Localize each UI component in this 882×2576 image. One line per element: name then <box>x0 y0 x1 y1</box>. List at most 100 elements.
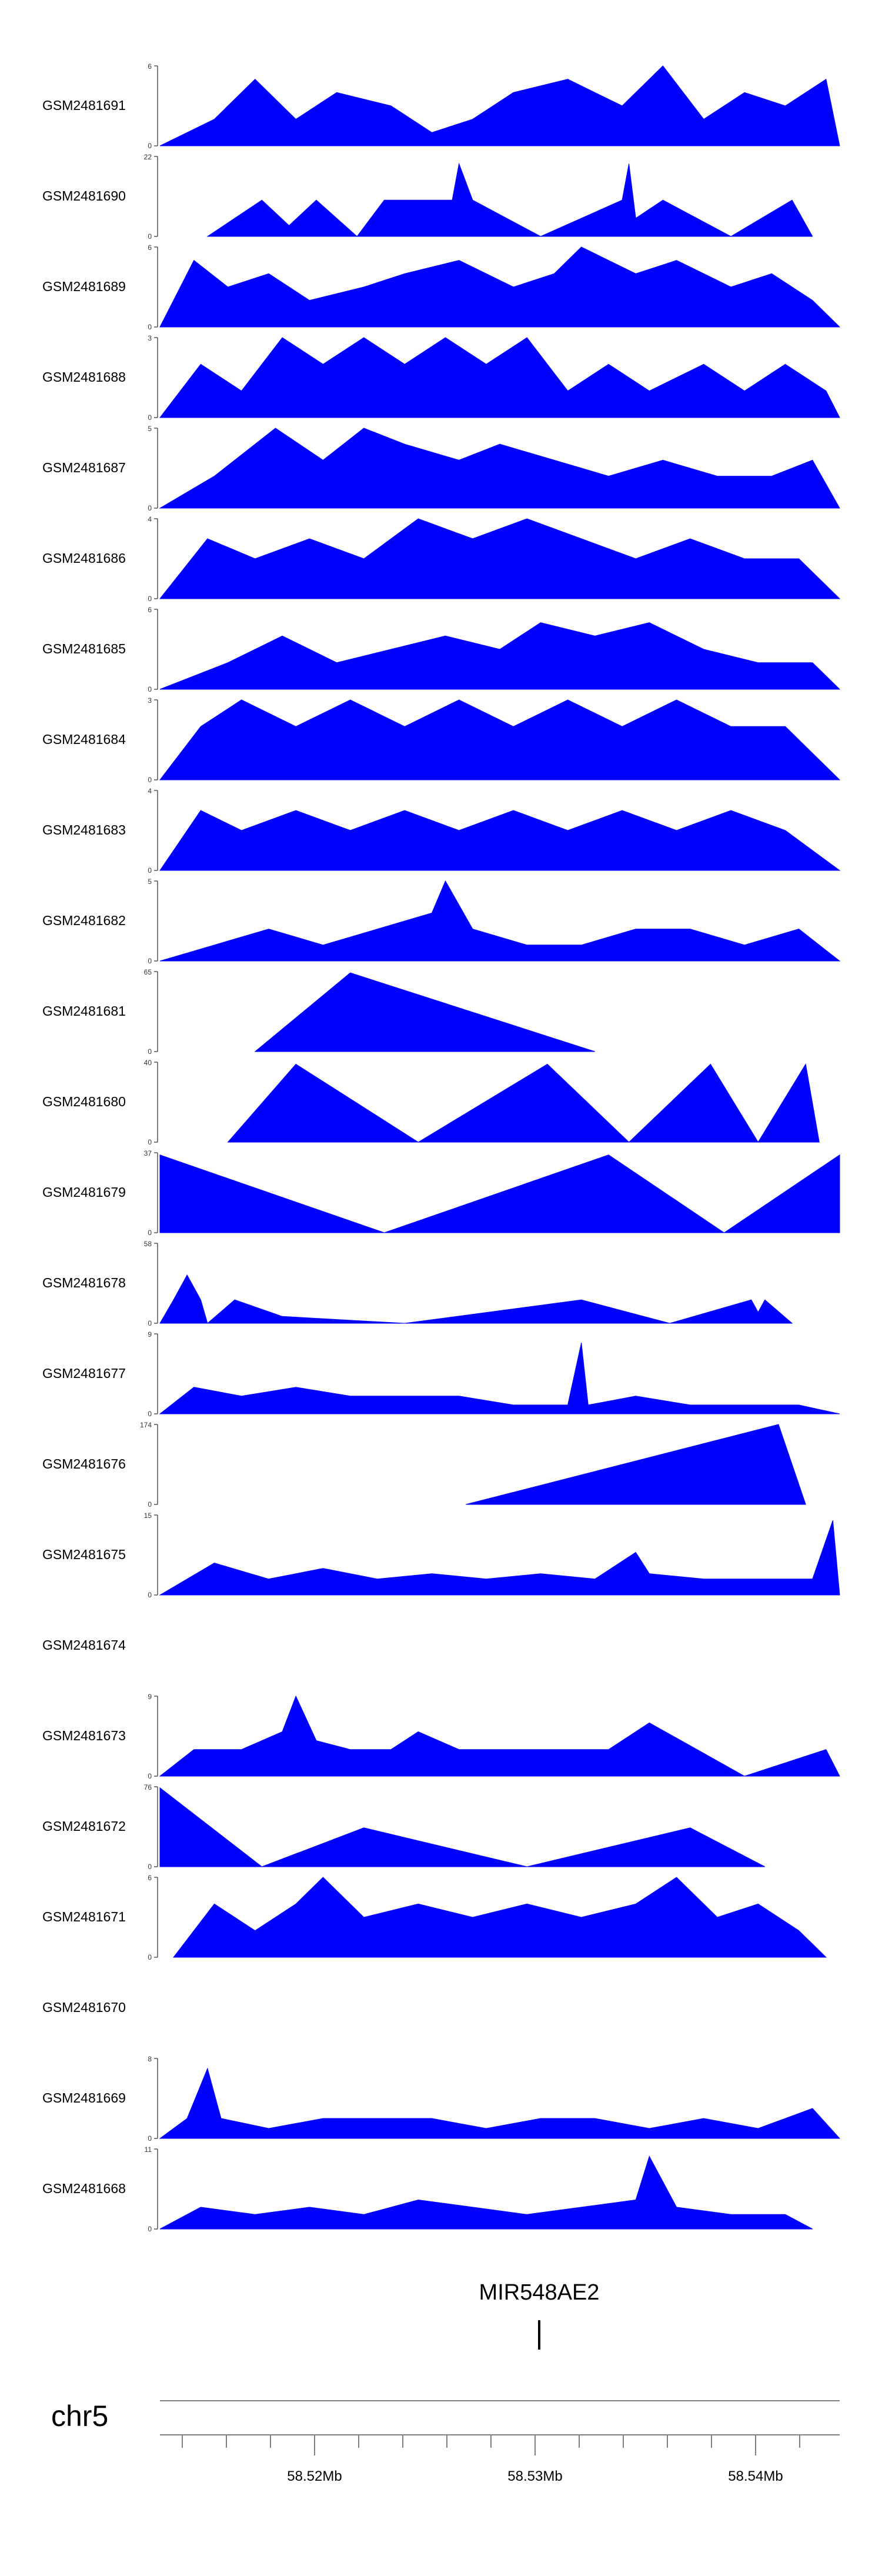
coverage-area <box>159 1787 766 1867</box>
y-max-label: 9 <box>148 1693 152 1701</box>
axis-tick-label: 58.52Mb <box>287 2468 342 2484</box>
coverage-area <box>466 1424 806 1505</box>
track-row: GSM2481668 11 0 <box>42 2145 813 2233</box>
track-row: GSM2481686 4 0 <box>42 515 841 603</box>
axis-tick-label: 58.53Mb <box>507 2468 562 2484</box>
y-max-label: 37 <box>144 1149 152 1157</box>
y-max-label: 174 <box>140 1421 152 1429</box>
coverage-area <box>159 518 841 599</box>
track-name: GSM2481687 <box>42 460 126 475</box>
y-min-label: 0 <box>148 504 152 512</box>
track-name: GSM2481685 <box>42 641 126 656</box>
track-name: GSM2481690 <box>42 188 126 203</box>
coverage-area <box>159 622 841 690</box>
axis-tick-label: 58.54Mb <box>728 2468 783 2484</box>
track-row: GSM2481674 <box>42 1637 126 1653</box>
track-name: GSM2481670 <box>42 2000 126 2015</box>
y-min-label: 0 <box>148 1319 152 1327</box>
track-name: GSM2481669 <box>42 2090 126 2105</box>
track-name: GSM2481684 <box>42 732 126 747</box>
y-min-label: 0 <box>148 1953 152 1961</box>
y-min-label: 0 <box>148 1591 152 1599</box>
y-max-label: 65 <box>144 968 152 976</box>
track-row: GSM2481689 6 0 <box>42 243 841 331</box>
track-name: GSM2481668 <box>42 2181 126 2196</box>
track-name: GSM2481683 <box>42 822 126 837</box>
track-row: GSM2481672 76 0 <box>42 1783 766 1871</box>
track-name: GSM2481688 <box>42 369 126 385</box>
coverage-area <box>159 1520 840 1596</box>
y-max-label: 9 <box>148 1330 152 1339</box>
coverage-area <box>159 880 841 962</box>
track-name: GSM2481673 <box>42 1728 126 1743</box>
y-min-label: 0 <box>148 1047 152 1056</box>
track-name: GSM2481676 <box>42 1456 126 1471</box>
y-min-label: 0 <box>148 2134 152 2143</box>
y-max-label: 6 <box>148 1874 152 1882</box>
y-max-label: 58 <box>144 1240 152 1248</box>
track-name: GSM2481691 <box>42 98 126 113</box>
y-max-label: 5 <box>148 877 152 886</box>
track-row: GSM2481671 6 0 <box>42 1874 827 1961</box>
track-name: GSM2481678 <box>42 1275 126 1290</box>
y-min-label: 0 <box>148 1500 152 1509</box>
y-max-label: 76 <box>144 1783 152 1791</box>
track-row: GSM2481685 6 0 <box>42 606 841 693</box>
y-max-label: 4 <box>148 787 152 795</box>
chromosome-label: chr5 <box>51 2400 108 2432</box>
y-min-label: 0 <box>148 323 152 331</box>
y-max-label: 6 <box>148 606 152 614</box>
track-name: GSM2481682 <box>42 913 126 928</box>
track-row: GSM2481687 5 0 <box>42 425 840 512</box>
track-name: GSM2481686 <box>42 550 126 566</box>
coverage-area <box>159 428 840 509</box>
y-min-label: 0 <box>148 1229 152 1237</box>
y-min-label: 0 <box>148 866 152 875</box>
y-min-label: 0 <box>148 595 152 603</box>
y-max-label: 22 <box>144 153 152 161</box>
coverage-area <box>159 699 841 780</box>
y-min-label: 0 <box>148 1863 152 1871</box>
track-row: GSM2481691 6 0 <box>42 62 840 150</box>
y-max-label: 3 <box>148 334 152 342</box>
coverage-area <box>159 1342 840 1414</box>
coverage-area <box>159 1695 840 1777</box>
coverage-area <box>173 1877 827 1958</box>
track-name: GSM2481677 <box>42 1366 126 1381</box>
track-row: GSM2481676 174 0 <box>42 1421 806 1509</box>
coverage-area <box>227 1063 820 1143</box>
track-row: GSM2481680 40 0 <box>42 1059 820 1146</box>
y-max-label: 6 <box>148 243 152 252</box>
track-row: GSM2481673 9 0 <box>42 1693 840 1780</box>
coverage-area <box>159 65 840 146</box>
coverage-area <box>159 1154 840 1233</box>
track-row: GSM2481681 65 0 <box>42 968 595 1056</box>
axis-ticks: 58.52Mb 58.53Mb 58.54Mb <box>182 2435 800 2484</box>
y-max-label: 4 <box>148 515 152 523</box>
y-min-label: 0 <box>148 142 152 150</box>
coverage-area <box>254 972 595 1052</box>
y-max-label: 11 <box>145 2145 152 2154</box>
y-min-label: 0 <box>148 1410 152 1418</box>
y-max-label: 3 <box>148 696 152 705</box>
coverage-area <box>159 246 841 328</box>
y-max-label: 8 <box>148 2055 152 2063</box>
track-name: GSM2481674 <box>42 1637 126 1653</box>
track-name: GSM2481680 <box>42 1094 126 1109</box>
coverage-area <box>159 2155 813 2230</box>
y-max-label: 40 <box>144 1059 152 1067</box>
track-name: GSM2481679 <box>42 1184 126 1200</box>
track-row: GSM2481677 9 0 <box>42 1330 840 1418</box>
y-min-label: 0 <box>148 1772 152 1780</box>
y-min-label: 0 <box>148 685 152 693</box>
track-row: GSM2481684 3 0 <box>42 696 841 784</box>
y-min-label: 0 <box>148 957 152 965</box>
y-min-label: 0 <box>148 2225 152 2233</box>
track-row: GSM2481678 58 0 <box>42 1240 793 1327</box>
track-name: GSM2481689 <box>42 279 126 294</box>
coverage-area <box>159 337 840 418</box>
y-min-label: 0 <box>148 232 152 241</box>
track-row: GSM2481688 3 0 <box>42 334 840 422</box>
track-row: GSM2481682 5 0 <box>42 877 841 965</box>
